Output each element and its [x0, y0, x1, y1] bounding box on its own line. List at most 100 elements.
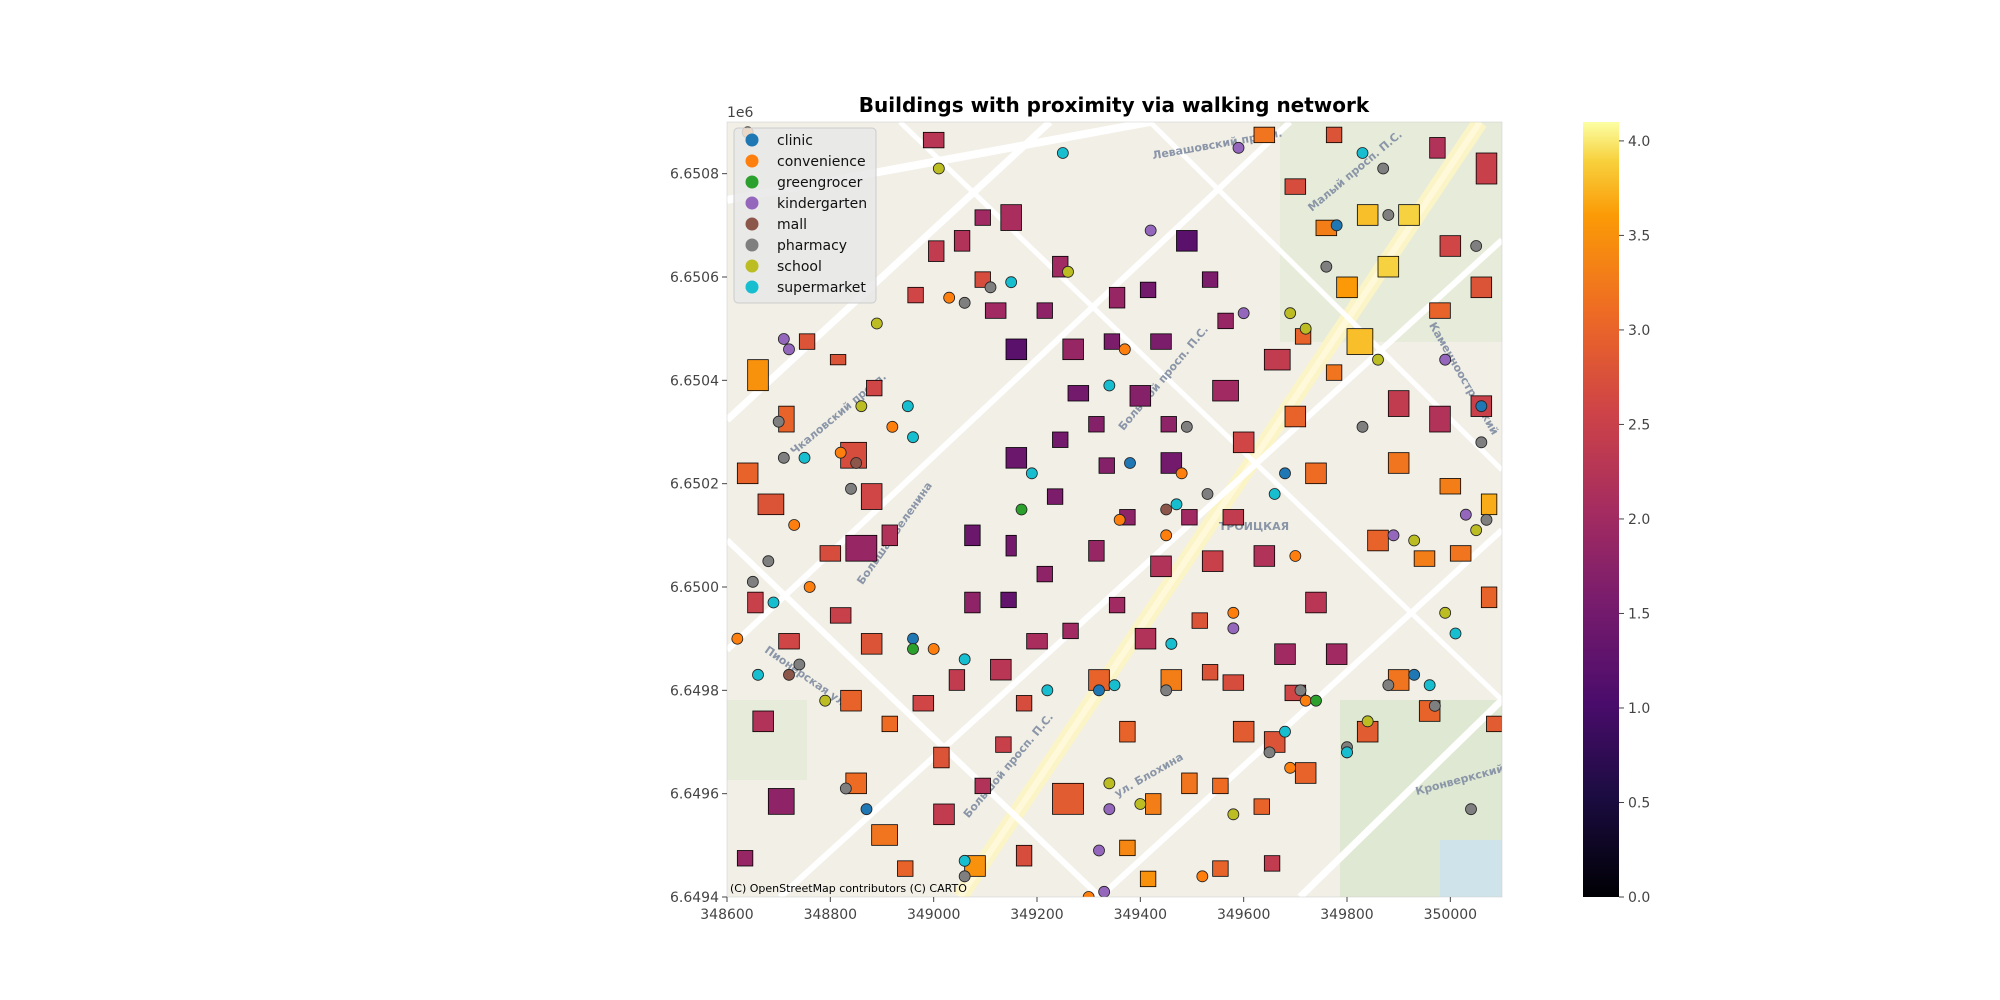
- poi-point-greengrocer[interactable]: [1015, 503, 1028, 516]
- poi-point-supermarket[interactable]: [1108, 679, 1121, 692]
- poi-point-supermarket[interactable]: [958, 854, 971, 867]
- poi-point-supermarket[interactable]: [1341, 746, 1353, 759]
- poi-point-pharmacy[interactable]: [1320, 260, 1333, 273]
- poi-point-school[interactable]: [1361, 715, 1374, 728]
- poi-point-school[interactable]: [1062, 265, 1074, 278]
- poi-point-greengrocer[interactable]: [1310, 694, 1322, 707]
- poi-point-pharmacy[interactable]: [984, 281, 997, 294]
- poi-point-convenience[interactable]: [788, 519, 801, 531]
- poi-point-school[interactable]: [1408, 534, 1421, 547]
- poi-point-pharmacy[interactable]: [1382, 679, 1395, 692]
- poi-point-convenience[interactable]: [886, 420, 899, 433]
- poi-point-pharmacy[interactable]: [1356, 420, 1369, 433]
- poi-point-convenience[interactable]: [1113, 513, 1126, 526]
- poi-point-clinic[interactable]: [860, 803, 873, 816]
- poi-point-kindergarten[interactable]: [1093, 844, 1105, 857]
- poi-point-pharmacy[interactable]: [1428, 699, 1441, 712]
- poi-point-pharmacy[interactable]: [772, 415, 785, 428]
- poi-point-pharmacy[interactable]: [762, 555, 775, 568]
- poi-point-convenience[interactable]: [1284, 761, 1297, 774]
- poi-point-supermarket[interactable]: [798, 451, 811, 464]
- poi-point-kindergarten[interactable]: [1098, 885, 1111, 897]
- poi-point-convenience[interactable]: [731, 632, 744, 645]
- poi-point-pharmacy[interactable]: [1470, 240, 1483, 252]
- poi-point-convenience[interactable]: [1289, 550, 1302, 562]
- poi-point-mall[interactable]: [1160, 503, 1173, 516]
- poi-point-convenience[interactable]: [1299, 694, 1312, 707]
- map-area[interactable]: Левашовский просп. Малый просп. П.С.Больш…: [727, 122, 1505, 903]
- poi-point-pharmacy[interactable]: [793, 658, 806, 671]
- poi-point-kindergarten[interactable]: [1144, 224, 1157, 237]
- poi-point-supermarket[interactable]: [1056, 147, 1069, 159]
- poi-point-pharmacy[interactable]: [839, 782, 852, 795]
- poi-point-kindergarten[interactable]: [1232, 141, 1245, 154]
- poi-point-supermarket[interactable]: [767, 596, 780, 609]
- poi-point-supermarket[interactable]: [1356, 147, 1369, 159]
- poi-point-school[interactable]: [1372, 353, 1384, 366]
- poi-point-school[interactable]: [1299, 322, 1312, 335]
- poi-point-convenience[interactable]: [834, 446, 847, 459]
- poi-point-school[interactable]: [932, 162, 945, 175]
- poi-point-supermarket[interactable]: [1170, 498, 1183, 511]
- poi-point-convenience[interactable]: [1160, 529, 1173, 542]
- poi-point-convenience[interactable]: [803, 581, 816, 593]
- poi-point-pharmacy[interactable]: [1465, 803, 1477, 816]
- poi-point-convenience[interactable]: [1227, 606, 1240, 619]
- poi-point-pharmacy[interactable]: [777, 451, 790, 464]
- poi-point-school[interactable]: [855, 400, 868, 413]
- poi-point-clinic[interactable]: [1124, 457, 1136, 469]
- poi-point-pharmacy[interactable]: [1475, 436, 1488, 449]
- poi-point-clinic[interactable]: [1408, 668, 1421, 681]
- poi-point-supermarket[interactable]: [1041, 684, 1054, 697]
- poi-point-pharmacy[interactable]: [1201, 488, 1214, 500]
- poi-point-supermarket[interactable]: [1279, 725, 1291, 738]
- poi-point-clinic[interactable]: [907, 632, 919, 645]
- poi-point-supermarket[interactable]: [907, 431, 919, 444]
- poi-point-pharmacy[interactable]: [845, 482, 857, 495]
- poi-point-convenience[interactable]: [1118, 343, 1131, 356]
- poi-point-pharmacy[interactable]: [746, 575, 759, 588]
- poi-point-convenience[interactable]: [1196, 870, 1209, 883]
- poi-point-pharmacy[interactable]: [1382, 209, 1395, 221]
- poi-point-convenience[interactable]: [1175, 467, 1188, 480]
- poi-point-supermarket[interactable]: [1423, 679, 1436, 692]
- poi-point-supermarket[interactable]: [958, 653, 971, 666]
- poi-point-clinic[interactable]: [1093, 684, 1105, 697]
- poi-point-pharmacy[interactable]: [1480, 513, 1493, 526]
- poi-point-pharmacy[interactable]: [1377, 162, 1390, 175]
- poi-point-kindergarten[interactable]: [1459, 508, 1472, 521]
- poi-point-school[interactable]: [1439, 606, 1452, 619]
- poi-point-supermarket[interactable]: [1005, 276, 1018, 289]
- poi-point-convenience[interactable]: [927, 643, 940, 655]
- poi-point-mall[interactable]: [783, 668, 795, 681]
- poi-point-school[interactable]: [870, 317, 883, 330]
- poi-point-pharmacy[interactable]: [1294, 684, 1307, 697]
- poi-point-kindergarten[interactable]: [777, 333, 790, 345]
- poi-point-convenience[interactable]: [1082, 891, 1095, 903]
- poi-point-supermarket[interactable]: [1165, 637, 1178, 650]
- poi-point-supermarket[interactable]: [901, 400, 914, 413]
- poi-point-supermarket[interactable]: [1103, 379, 1116, 392]
- poi-point-school[interactable]: [1103, 777, 1116, 790]
- poi-point-kindergarten[interactable]: [783, 343, 795, 356]
- poi-point-greengrocer[interactable]: [907, 643, 919, 655]
- poi-point-convenience[interactable]: [943, 291, 956, 304]
- poi-point-kindergarten[interactable]: [1439, 353, 1452, 366]
- poi-point-mall[interactable]: [850, 457, 863, 469]
- poi-point-kindergarten[interactable]: [1387, 529, 1400, 542]
- poi-point-clinic[interactable]: [1330, 219, 1343, 232]
- poi-point-clinic[interactable]: [1475, 400, 1488, 413]
- poi-point-school[interactable]: [1284, 307, 1297, 320]
- poi-point-supermarket[interactable]: [752, 668, 764, 681]
- poi-point-pharmacy[interactable]: [958, 296, 971, 309]
- poi-point-kindergarten[interactable]: [1227, 622, 1240, 635]
- poi-point-school[interactable]: [819, 694, 832, 707]
- poi-point-kindergarten[interactable]: [1237, 307, 1250, 320]
- poi-point-pharmacy[interactable]: [1160, 684, 1173, 697]
- poi-point-school[interactable]: [1134, 798, 1147, 810]
- poi-point-pharmacy[interactable]: [958, 870, 971, 883]
- poi-point-pharmacy[interactable]: [1180, 420, 1193, 433]
- poi-point-supermarket[interactable]: [1025, 467, 1038, 480]
- poi-point-pharmacy[interactable]: [1263, 746, 1276, 759]
- poi-point-kindergarten[interactable]: [1103, 803, 1116, 816]
